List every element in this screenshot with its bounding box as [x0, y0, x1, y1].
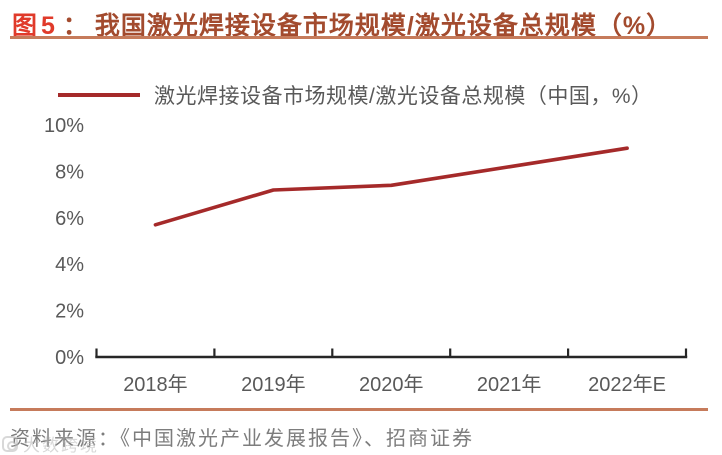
x-axis-label: 2022年E	[588, 373, 666, 396]
chart-legend[interactable]: 激光焊接设备市场规模/激光设备总规模（中国，%）	[58, 80, 653, 110]
x-axis-label: 2020年	[359, 373, 424, 396]
y-axis-label: 6%	[55, 208, 84, 230]
x-axis-label: 2021年	[477, 373, 542, 396]
legend-label: 激光焊接设备市场规模/激光设备总规模（中国，%）	[154, 85, 653, 108]
y-axis-label: 8%	[55, 161, 84, 183]
figure-title: 图5：我国激光焊接设备市场规模/激光设备总规模（%）	[12, 6, 672, 42]
x-axis-label: 2018年	[123, 373, 188, 396]
y-axis-label: 2%	[55, 301, 84, 323]
y-axis-label: 10%	[44, 115, 84, 137]
source-note: 资料来源：《中国激光产业发展报告》、招商证券	[10, 428, 474, 450]
y-axis-label: 4%	[55, 254, 84, 276]
y-axis-label: 0%	[55, 347, 84, 369]
source-divider	[10, 408, 708, 411]
title-underline	[10, 36, 708, 39]
figure-number: 图5	[12, 12, 59, 40]
legend-line-marker-icon	[58, 93, 140, 97]
x-axis-label: 2019年	[241, 373, 306, 396]
figure-title-text: 我国激光焊接设备市场规模/激光设备总规模（%）	[94, 12, 673, 40]
series-line	[153, 146, 629, 227]
figure-colon: ：	[62, 12, 89, 40]
